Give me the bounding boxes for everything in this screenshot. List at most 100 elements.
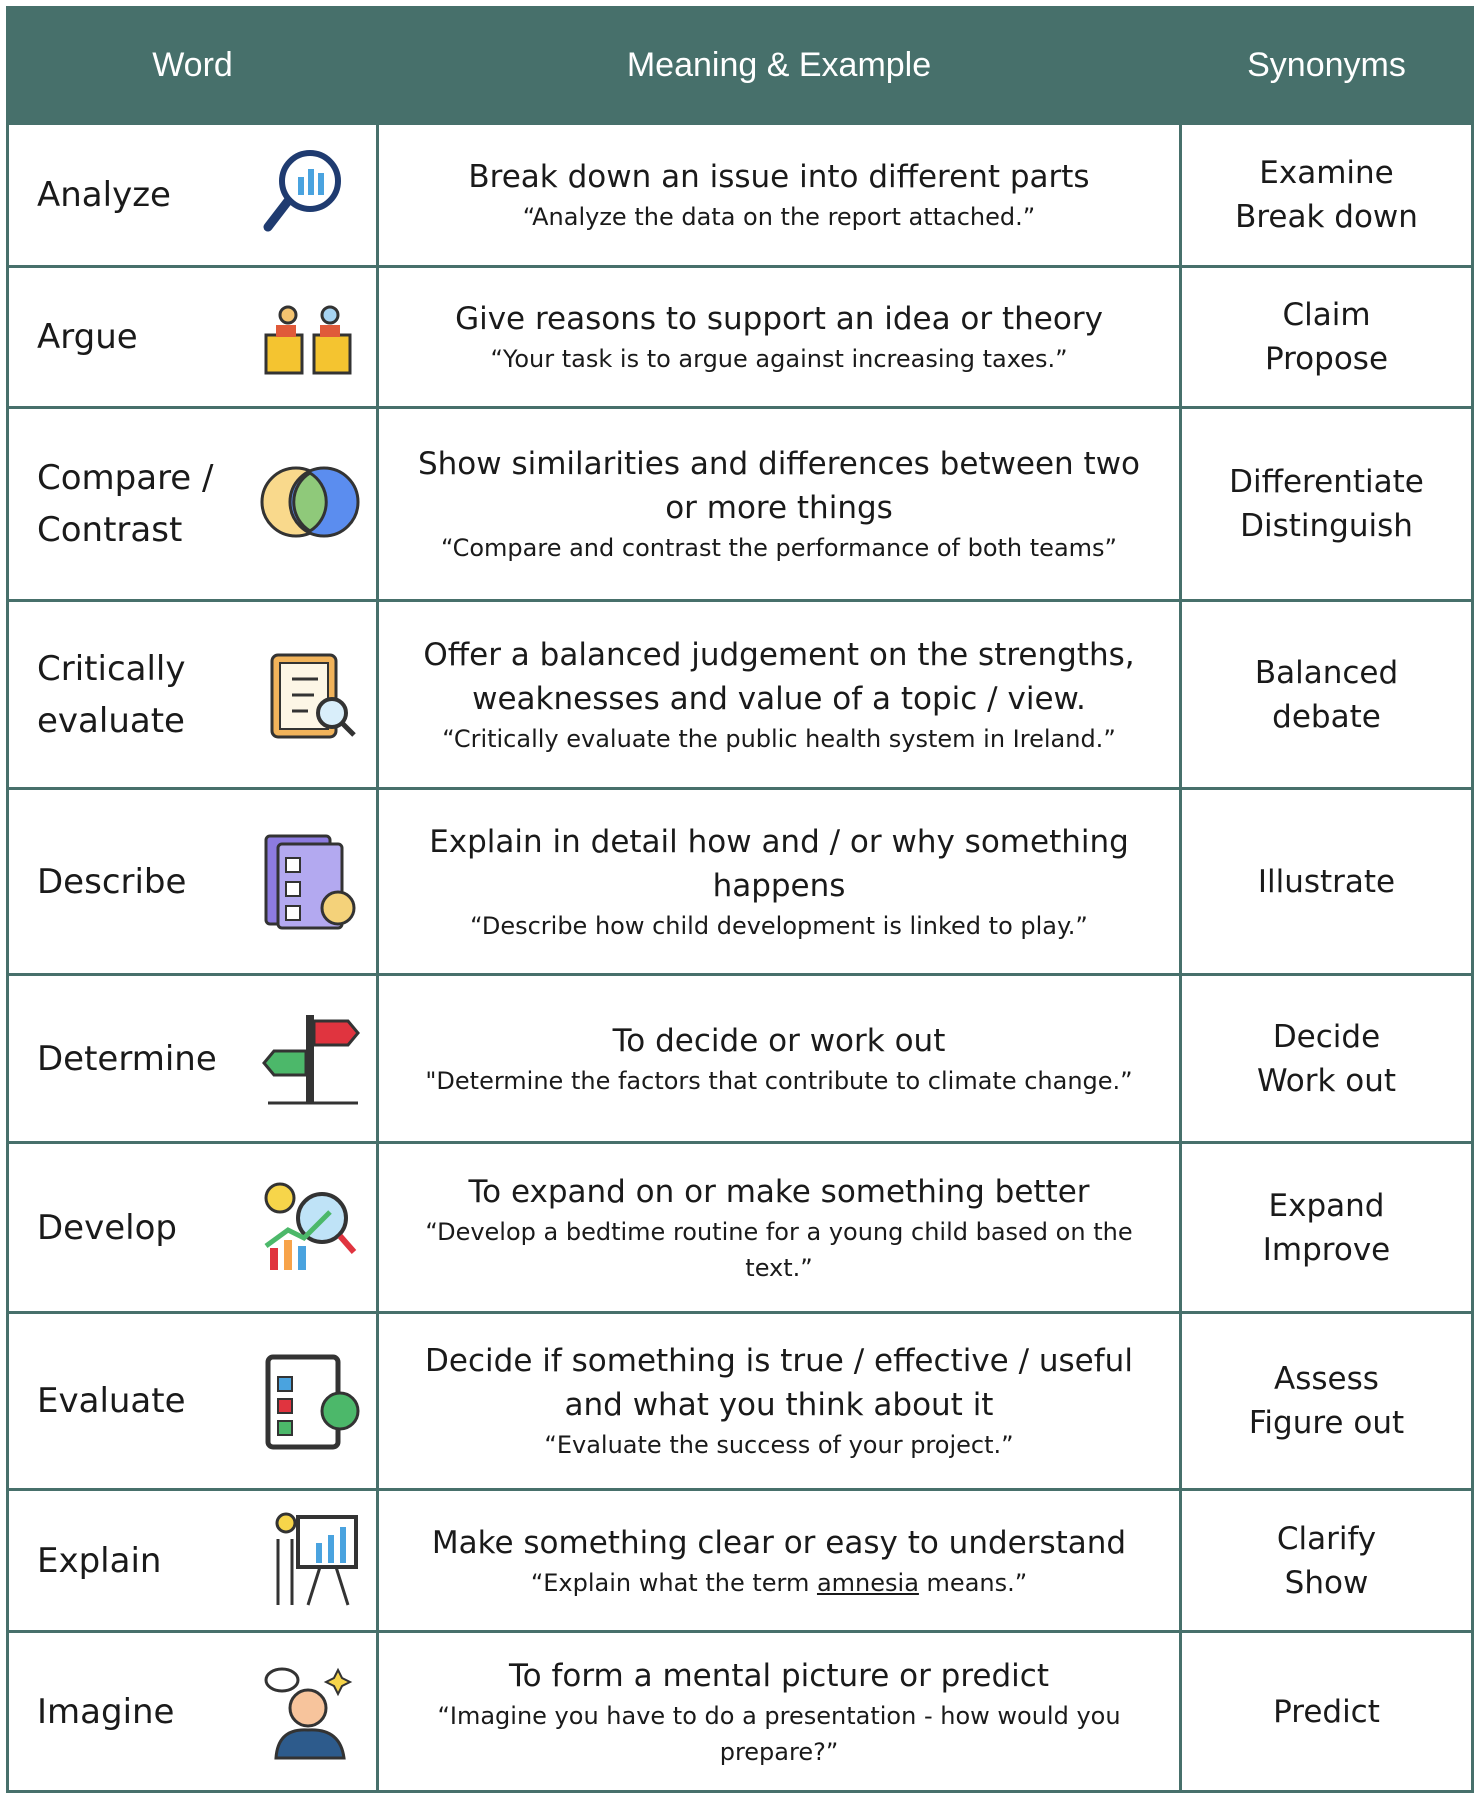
word-wrap: Describe: [37, 830, 375, 934]
synonyms-cell: Expand Improve: [1179, 1141, 1474, 1314]
word-wrap: Compare / Contrast: [37, 452, 375, 556]
example: "Determine the factors that contribute t…: [425, 1066, 1133, 1095]
word-icon: [264, 1667, 353, 1759]
header-cell: Synonyms: [1179, 6, 1474, 125]
example: “Analyze the data on the report attached…: [522, 203, 1036, 231]
meaning-cell: To form a mental picture or predict “Imag…: [376, 1630, 1182, 1793]
word-icon: [264, 305, 352, 375]
synonyms-cell: Claim Propose: [1179, 265, 1474, 409]
word-icon: [264, 834, 356, 929]
synonyms-cell: Balanced debate: [1179, 599, 1474, 790]
word: Critically evaluate: [37, 648, 186, 741]
meaning: Break down an issue into different parts: [468, 159, 1090, 195]
word: Develop: [37, 1207, 177, 1248]
meaning-cell: Break down an issue into different parts…: [376, 122, 1182, 268]
table-row: Determine To decide or work out "Determine…: [6, 973, 1474, 1144]
synonym: Claim: [1282, 297, 1371, 333]
word-cell: Argue: [6, 265, 379, 409]
meaning: Give reasons to support an idea or theor…: [455, 301, 1103, 337]
word: Argue: [37, 317, 138, 357]
table-row: Argue Give reasons to support an idea or …: [6, 265, 1474, 409]
word-icon: [265, 1354, 360, 1450]
word-cell: Explain: [6, 1488, 379, 1633]
word-cell: Compare / Contrast: [6, 406, 379, 602]
word-wrap: Determine: [37, 1007, 375, 1111]
synonyms-cell: Decide Work out: [1179, 973, 1474, 1144]
header-row: Word Meaning & Example Synonyms: [6, 6, 1474, 125]
example: “Explain what the term amnesia means.”: [380, 1565, 1178, 1601]
word-wrap: Explain: [37, 1509, 375, 1613]
example: “Evaluate the success of your project.”: [544, 1431, 1014, 1459]
word-wrap: Imagine: [37, 1660, 375, 1764]
synonym: Expand: [1268, 1187, 1385, 1224]
header-cell: Meaning & Example: [376, 6, 1182, 125]
meaning: To form a mental picture or predict: [508, 1657, 1049, 1694]
example: “Describe how child development is linke…: [470, 911, 1088, 940]
word: Evaluate: [37, 1381, 186, 1421]
synonym: Balanced: [1254, 654, 1399, 691]
synonym: Illustrate: [1257, 863, 1396, 900]
word: Describe: [37, 861, 187, 902]
example: “Imagine you have to do a presentation -…: [437, 1701, 1121, 1766]
table-row: Critically evaluate Offer a balanced judg…: [6, 599, 1474, 790]
synonym: Clarify: [1276, 1520, 1377, 1557]
word: Determine: [37, 1038, 217, 1079]
synonym: Differentiate: [1229, 464, 1424, 500]
meaning: Show similarities and differences betwee…: [417, 446, 1141, 526]
header-cell: Word: [6, 6, 379, 125]
table-row: Evaluate Decide if something is true / ef…: [6, 1311, 1474, 1491]
word: Explain: [37, 1540, 162, 1581]
meaning-cell: Offer a balanced judgement on the streng…: [376, 599, 1182, 790]
example-part: amnesia: [816, 1568, 919, 1597]
synonym: Break down: [1235, 199, 1418, 235]
word-wrap: Analyze: [37, 143, 375, 247]
word: Compare / Contrast: [37, 458, 214, 550]
meaning-cell: Show similarities and differences betwee…: [376, 406, 1182, 602]
meaning-cell: Explain in detail how and / or why somet…: [376, 787, 1182, 976]
synonym: Examine: [1259, 155, 1394, 191]
word-cell: Develop: [6, 1141, 379, 1314]
synonym: Propose: [1264, 341, 1389, 377]
meaning: Make something clear or easy to understa…: [431, 1524, 1127, 1561]
word-cell: Analyze: [6, 122, 379, 268]
meaning-cell: Decide if something is true / effective …: [376, 1311, 1182, 1491]
word-wrap: Argue: [37, 285, 375, 389]
meaning: Explain in detail how and / or why somet…: [429, 823, 1129, 904]
example: “Compare and contrast the performance of…: [441, 534, 1117, 562]
word-wrap: Critically evaluate: [37, 643, 375, 747]
word-cell: Critically evaluate: [6, 599, 379, 790]
word-icon: [263, 150, 341, 232]
meaning: Offer a balanced judgement on the streng…: [423, 636, 1135, 717]
vocab-table: Word Meaning & Example Synonyms Analyze Bre…: [6, 6, 1474, 1793]
word-cell: Evaluate: [6, 1311, 379, 1491]
word-cell: Determine: [6, 973, 379, 1144]
word: Imagine: [37, 1691, 175, 1732]
synonym: Predict: [1273, 1693, 1380, 1730]
word-icon: [264, 1182, 357, 1270]
synonyms-cell: Differentiate Distinguish: [1179, 406, 1474, 602]
table-row: Compare / Contrast Show similarities and …: [6, 406, 1474, 602]
meaning-cell: Make something clear or easy to understa…: [376, 1488, 1182, 1633]
word-icon: [270, 653, 356, 738]
meaning: To decide or work out: [612, 1022, 946, 1059]
word-icon: [262, 1014, 360, 1104]
synonyms-cell: Clarify Show: [1179, 1488, 1474, 1633]
synonym: Show: [1284, 1564, 1369, 1601]
meaning-cell: To expand on or make something better “De…: [376, 1141, 1182, 1314]
synonym: Work out: [1256, 1062, 1397, 1099]
example: “Develop a bedtime routine for a young c…: [425, 1217, 1133, 1282]
example-part: means.”: [918, 1568, 1028, 1597]
word-icon: [275, 1512, 358, 1605]
synonyms-cell: Assess Figure out: [1179, 1311, 1474, 1491]
synonym: Figure out: [1248, 1405, 1405, 1441]
table-row: Analyze Break down an issue into differen…: [6, 122, 1474, 268]
synonym: Assess: [1274, 1361, 1379, 1397]
word-icon: [260, 466, 360, 538]
synonyms-cell: Examine Break down: [1179, 122, 1474, 268]
example: “Your task is to argue against increasin…: [490, 345, 1068, 373]
synonym: Improve: [1262, 1231, 1391, 1268]
example: “Critically evaluate the public health s…: [442, 724, 1116, 753]
meaning-cell: Give reasons to support an idea or theor…: [376, 265, 1182, 409]
table-row: Develop To expand on or make something be…: [6, 1141, 1474, 1314]
word-cell: Describe: [6, 787, 379, 976]
